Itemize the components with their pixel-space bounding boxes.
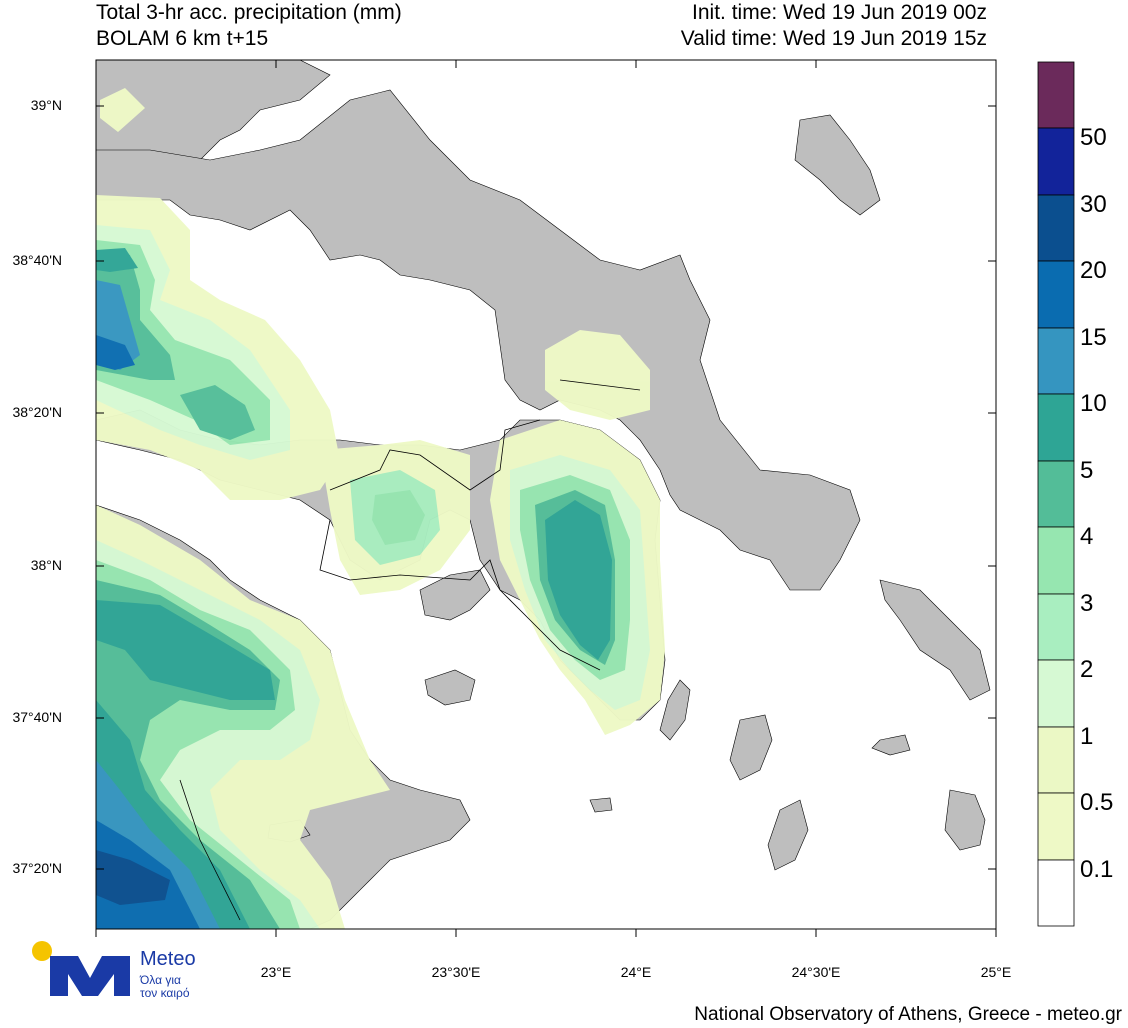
lon-label-23e: 23°E <box>260 964 292 980</box>
colorbar-swatch-0.1 <box>1037 792 1075 861</box>
admin-border-4 <box>559 379 641 391</box>
lon-label-23-30e: 23°30'E <box>431 964 481 980</box>
colorbar-label-15: 15 <box>1080 324 1107 351</box>
colorbar-swatch-15 <box>1037 260 1075 329</box>
precip-0.1-top <box>100 88 145 132</box>
lat-label-38n: 38°N <box>30 557 62 573</box>
admin-border-1 <box>329 419 541 491</box>
colorbar-swatch-50 <box>1037 61 1075 129</box>
colorbar-label-50: 50 <box>1080 124 1107 151</box>
admin-border-3 <box>179 779 241 921</box>
lat-label-37-40n: 37°40'N <box>12 709 62 725</box>
colorbar-label-30: 30 <box>1080 191 1107 218</box>
colorbar-swatch-10 <box>1037 327 1075 395</box>
land-mainland <box>96 89 861 591</box>
logo-tagline-1: Όλα για <box>140 973 181 987</box>
precip-4-central <box>372 490 425 545</box>
precip-10-nw-b <box>180 385 255 440</box>
lat-label-39n: 39°N <box>30 97 62 113</box>
colorbar-label-5: 5 <box>1080 457 1094 484</box>
valid-time: Valid time: Wed 19 Jun 2019 15z <box>680 27 987 50</box>
colorbar-swatch-2 <box>1037 593 1075 661</box>
map-frame <box>95 59 997 930</box>
colorbar-swatch-0 <box>1037 859 1075 927</box>
precip-30-sw <box>96 850 170 905</box>
meteo-logo-mark-icon <box>32 941 130 996</box>
map-title: Total 3-hr acc. precipitation (mm) BOLAM… <box>96 0 402 52</box>
precipitation-field <box>96 88 665 929</box>
precip-10-sw <box>96 600 275 700</box>
land-andros <box>879 579 991 701</box>
colorbar-swatch-3 <box>1037 526 1075 595</box>
colorbar-label-0.1: 0.1 <box>1080 856 1114 883</box>
land-syros <box>871 734 911 756</box>
land-kythnos <box>729 714 773 781</box>
lon-label-24e: 24°E <box>620 964 652 980</box>
land-kea <box>659 679 691 741</box>
time-info: Init. time: Wed 19 Jun 2019 00z Valid ti… <box>681 0 987 52</box>
lon-label-24-30e: 24°30'E <box>791 964 841 980</box>
lat-label-38-20n: 38°20'N <box>12 404 62 420</box>
colorbar-label-4: 4 <box>1080 523 1094 550</box>
colorbar-label-2: 2 <box>1080 656 1094 683</box>
lon-label-25e: 25°E <box>980 964 1012 980</box>
lat-label-37-20n: 37°20'N <box>12 860 62 876</box>
border-lines <box>179 379 641 921</box>
land-serifos <box>767 799 809 871</box>
land-island-small-1 <box>589 797 613 813</box>
axis-ticks <box>95 60 997 937</box>
land-salamina <box>419 569 491 621</box>
land-skyros-north <box>794 114 881 216</box>
precip-0.1-ne <box>545 330 650 420</box>
colorbar-swatch-20 <box>1037 194 1075 262</box>
precip-10-east <box>545 500 612 660</box>
meteo-logo[interactable]: Meteo Όλα για τον καιρό <box>32 938 212 1000</box>
colorbar <box>1037 61 1075 927</box>
colorbar-label-10: 10 <box>1080 390 1107 417</box>
colorbar-swatch-0.5 <box>1037 726 1075 794</box>
footer-credit: National Observatory of Athens, Greece -… <box>694 1004 1122 1025</box>
title-line-1: Total 3-hr acc. precipitation (mm) <box>96 1 402 24</box>
colorbar-label-20: 20 <box>1080 257 1107 284</box>
title-line-2: BOLAM 6 km t+15 <box>96 27 269 50</box>
colorbar-swatch-1 <box>1037 659 1075 728</box>
logo-name: Meteo <box>140 948 196 970</box>
colorbar-swatch-5 <box>1037 393 1075 462</box>
precip-10-nw <box>96 248 138 272</box>
land-aegina <box>424 669 476 706</box>
land-tinos <box>944 789 986 851</box>
colorbar-label-3: 3 <box>1080 590 1094 617</box>
precip-20-nw <box>96 335 135 370</box>
colorbar-label-1: 1 <box>1080 723 1094 750</box>
lat-label-38-40n: 38°40'N <box>12 252 62 268</box>
init-time: Init. time: Wed 19 Jun 2019 00z <box>692 1 987 24</box>
admin-border-2 <box>319 519 501 591</box>
colorbar-swatch-30 <box>1037 127 1075 196</box>
admin-border-5 <box>499 589 601 671</box>
logo-tagline-2: τον καιρό <box>140 986 190 1000</box>
colorbar-swatch-4 <box>1037 460 1075 528</box>
colorbar-label-0.5: 0.5 <box>1080 789 1114 816</box>
